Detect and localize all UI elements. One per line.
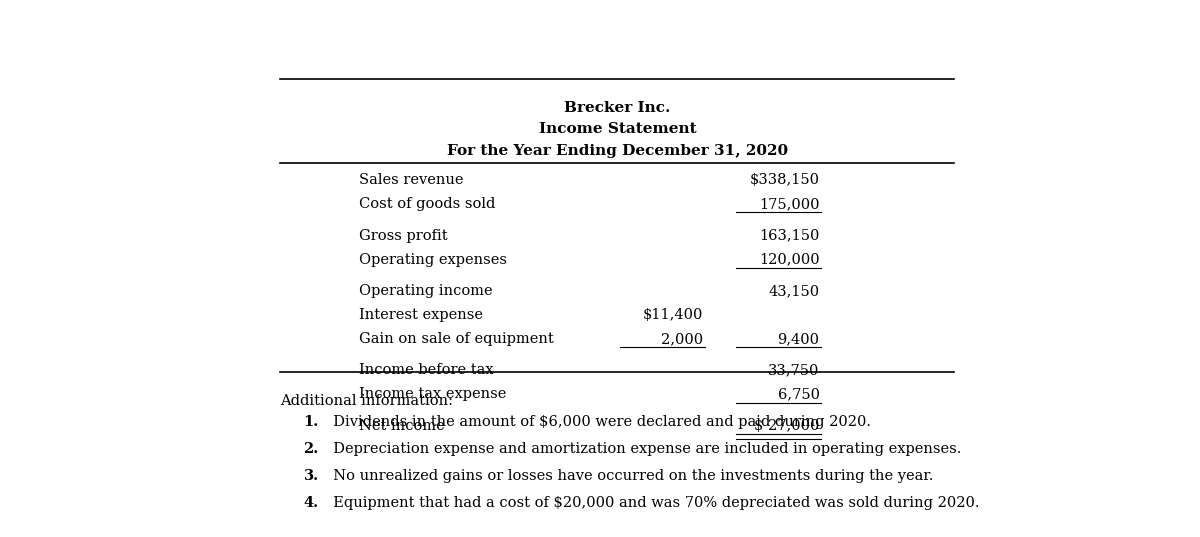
Text: Operating expenses: Operating expenses	[359, 252, 508, 266]
Text: Gain on sale of equipment: Gain on sale of equipment	[359, 332, 554, 346]
Text: 6,750: 6,750	[778, 387, 820, 401]
Text: Operating income: Operating income	[359, 284, 493, 298]
Text: Depreciation expense and amortization expense are included in operating expenses: Depreciation expense and amortization ex…	[324, 442, 961, 456]
Text: Cost of goods sold: Cost of goods sold	[359, 197, 496, 211]
Text: 33,750: 33,750	[768, 364, 820, 378]
Text: Interest expense: Interest expense	[359, 308, 484, 322]
Text: 2.: 2.	[304, 442, 319, 456]
Text: 175,000: 175,000	[760, 197, 820, 211]
Text: Brecker Inc.: Brecker Inc.	[564, 101, 671, 115]
Text: $11,400: $11,400	[643, 308, 703, 322]
Text: $ 27,000: $ 27,000	[755, 419, 820, 433]
Text: Gross profit: Gross profit	[359, 229, 448, 243]
Text: 9,400: 9,400	[778, 332, 820, 346]
Text: 2,000: 2,000	[661, 332, 703, 346]
Text: $338,150: $338,150	[750, 173, 820, 187]
Text: Net income: Net income	[359, 419, 445, 433]
Text: Sales revenue: Sales revenue	[359, 173, 463, 187]
Text: Income Statement: Income Statement	[539, 121, 696, 135]
Text: For the Year Ending December 31, 2020: For the Year Ending December 31, 2020	[446, 144, 788, 158]
Text: No unrealized gains or losses have occurred on the investments during the year.: No unrealized gains or losses have occur…	[324, 469, 934, 483]
Text: 163,150: 163,150	[760, 229, 820, 243]
Text: 4.: 4.	[304, 496, 318, 510]
Text: 120,000: 120,000	[758, 252, 820, 266]
Text: Income before tax: Income before tax	[359, 364, 494, 378]
Text: Income tax expense: Income tax expense	[359, 387, 506, 401]
Text: Equipment that had a cost of $20,000 and was 70% depreciated was sold during 202: Equipment that had a cost of $20,000 and…	[324, 496, 979, 510]
Text: Additional information:: Additional information:	[281, 395, 454, 409]
Text: 3.: 3.	[304, 469, 318, 483]
Text: Dividends in the amount of $6,000 were declared and paid during 2020.: Dividends in the amount of $6,000 were d…	[324, 415, 871, 429]
Text: 1.: 1.	[304, 415, 319, 429]
Text: 43,150: 43,150	[768, 284, 820, 298]
